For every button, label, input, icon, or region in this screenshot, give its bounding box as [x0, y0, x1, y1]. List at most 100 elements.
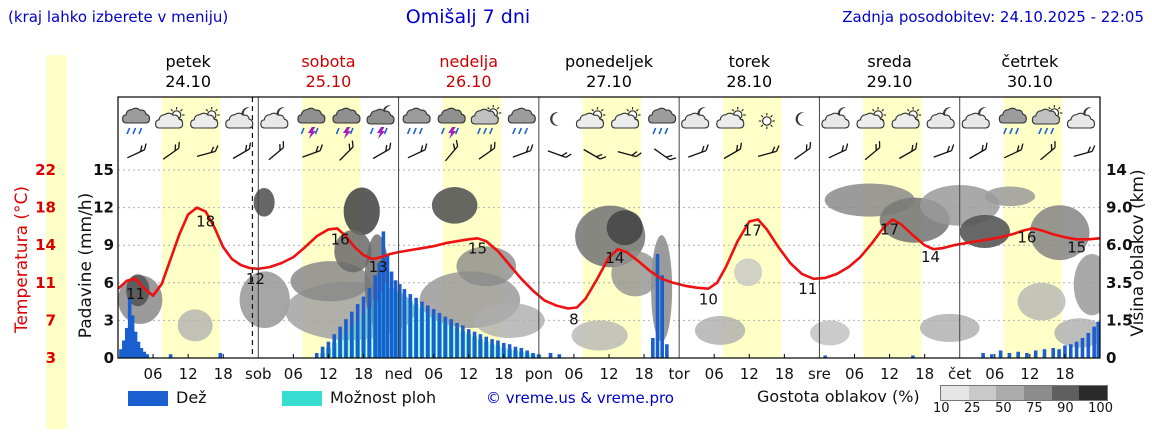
day-abbrev-label: čet: [948, 365, 971, 383]
credit-link[interactable]: © vreme.us & vreme.pro: [486, 389, 674, 407]
shower-bars: [320, 282, 542, 358]
day-name: sreda: [867, 52, 912, 71]
wind-barb: [828, 143, 849, 159]
weather-icon-cloud-moon: [1066, 107, 1096, 129]
wind-barb: [794, 141, 812, 160]
weather-icon-cloud-moon: [926, 107, 955, 129]
weather-icon-moon-storm: [366, 105, 395, 139]
weather-icon-sun-cloud: [856, 107, 887, 129]
wind-barb: [723, 142, 743, 160]
wind-barb: [372, 142, 392, 160]
density-tick: 25: [964, 401, 981, 416]
precip-axis-tick: 12: [93, 199, 114, 217]
cloud-density-gradient: [940, 385, 1108, 401]
wind-barb: [444, 139, 459, 162]
wind-barb: [512, 144, 534, 158]
wind-barb: [933, 144, 955, 158]
hour-tick-label: 12: [599, 365, 618, 383]
wind-barb: [547, 150, 572, 159]
wind-barb: [339, 140, 354, 161]
density-gradient-step: [1024, 386, 1052, 400]
day-abbrev-label: sob: [245, 365, 272, 383]
wind-barb: [688, 144, 709, 158]
day-date: 29.10: [866, 72, 913, 91]
day-abbrev-label: tor: [669, 365, 691, 383]
left-accent-stripe: [46, 55, 67, 429]
hour-tick-label: 06: [985, 365, 1004, 383]
day-header-torek: torek 28.10: [726, 52, 772, 92]
showers-legend-swatch: [282, 391, 322, 406]
wind-barb: [302, 144, 323, 158]
gridlines: [118, 169, 1100, 321]
weather-icon-moon: [550, 112, 559, 126]
wind-barb: [864, 141, 881, 161]
day-header-petek: petek 24.10: [165, 52, 211, 92]
density-tick: 90: [1057, 401, 1074, 416]
hour-tick-label: 06: [284, 365, 303, 383]
temperature-value-label: 12: [246, 270, 265, 288]
weather-icon-storm: [297, 107, 326, 139]
day-abbrev-label: pon: [525, 365, 553, 383]
wind-barb: [617, 151, 642, 158]
hour-tick-label: 06: [564, 365, 583, 383]
hour-tick-label: 18: [354, 365, 373, 383]
precip-axis-tick: 0: [104, 349, 114, 367]
weather-icon-sun: [758, 113, 775, 129]
density-tick: 75: [1026, 401, 1043, 416]
wind-barb: [407, 143, 428, 159]
weather-icon-sun-cloud: [575, 107, 606, 129]
temperature-value-label: 10: [699, 291, 718, 309]
precip-axis-tick: 9: [104, 236, 114, 254]
temperature-value-label: 15: [1067, 238, 1086, 256]
density-tick: 10: [933, 401, 950, 416]
hour-tick-label: 06: [144, 365, 163, 383]
hour-tick-label: 18: [775, 365, 794, 383]
weather-icon-rain: [121, 107, 151, 135]
density-gradient-step: [941, 386, 969, 400]
weather-icon-sun-cloud: [190, 107, 220, 129]
hour-tick-label: 18: [1055, 365, 1074, 383]
precipitation-axis-label: Padavine (mm/h): [76, 192, 96, 339]
weather-icon-cloud-moon: [821, 107, 850, 129]
temperature-value-label: 18: [196, 213, 215, 231]
day-name: nedelja: [439, 52, 499, 71]
cloud-density-label: Gostota oblakov (%): [757, 387, 920, 406]
last-updated: Zadnja posodobitev: 24.10.2025 - 22:05: [842, 8, 1144, 26]
showers-legend-label: Možnost ploh: [330, 388, 437, 407]
temperature-value-label: 16: [331, 230, 350, 248]
wind-barb: [1040, 141, 1056, 161]
cloud-axis-tick: 14: [1106, 161, 1127, 179]
day-name: četrtek: [1001, 52, 1059, 71]
density-gradient-step: [996, 386, 1025, 400]
wind-barb: [1073, 145, 1096, 157]
wind-barb: [127, 143, 147, 159]
weather-icon-sun-cloud: [155, 107, 185, 129]
day-date: 27.10: [586, 72, 632, 91]
hour-tick-label: 12: [1020, 365, 1039, 383]
temperature-curve: [118, 206, 1100, 310]
wind-barb: [653, 148, 677, 161]
hour-tick-label: 18: [214, 365, 233, 383]
density-gradient-step: [1079, 386, 1108, 400]
weather-icon-storm: [437, 107, 466, 139]
cloud-cover-layer: [118, 183, 1100, 351]
temperature-value-label: 11: [126, 285, 145, 303]
temperature-value-label: 17: [743, 221, 762, 239]
hour-tick-label: 12: [459, 365, 478, 383]
menu-hint: (kraj lahko izberete v meniju): [8, 8, 229, 26]
temperature-value-label: 16: [1017, 228, 1036, 246]
hour-tick-label: 12: [179, 365, 198, 383]
day-header-nedelja: nedelja 26.10: [439, 52, 498, 92]
day-header-sobota: sobota 25.10: [301, 52, 355, 92]
weather-icon-storm: [332, 107, 361, 139]
wind-barb: [196, 145, 219, 157]
temperature-value-label: 11: [798, 280, 817, 298]
wind-barb: [898, 142, 918, 160]
cloud-axis-tick: 0: [1106, 349, 1116, 367]
weather-icon-sun-cloud-rain: [1031, 105, 1063, 135]
day-date: 30.10: [1006, 72, 1053, 91]
day-name: petek: [165, 52, 211, 71]
weather-icon-rain: [507, 107, 536, 135]
weather-icon-rain: [402, 107, 431, 135]
